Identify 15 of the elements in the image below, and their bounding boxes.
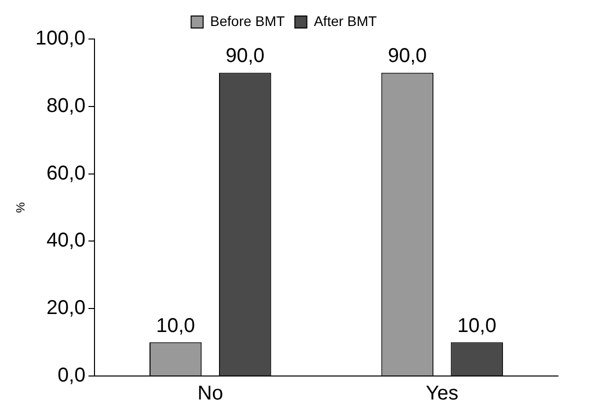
x-tick-label: Yes xyxy=(426,382,458,405)
data-label: 90,0 xyxy=(226,45,265,68)
y-tick-label: 100,0 xyxy=(35,28,86,50)
y-axis-title: % xyxy=(14,202,28,213)
y-tick-label: 40,0 xyxy=(46,230,86,252)
data-label: 10,0 xyxy=(156,314,196,337)
y-tick-label: 60,0 xyxy=(46,162,86,184)
y-tick-label: 20,0 xyxy=(46,297,86,320)
x-tick-label: No xyxy=(198,382,224,405)
y-tick-label: 0,0 xyxy=(58,364,86,387)
y-tick-label: 80,0 xyxy=(46,94,86,117)
data-label: 90,0 xyxy=(388,45,427,68)
legend-label: Before BMT xyxy=(210,12,286,29)
legend-label: After BMT xyxy=(314,12,378,29)
data-label: 10,0 xyxy=(457,314,496,337)
